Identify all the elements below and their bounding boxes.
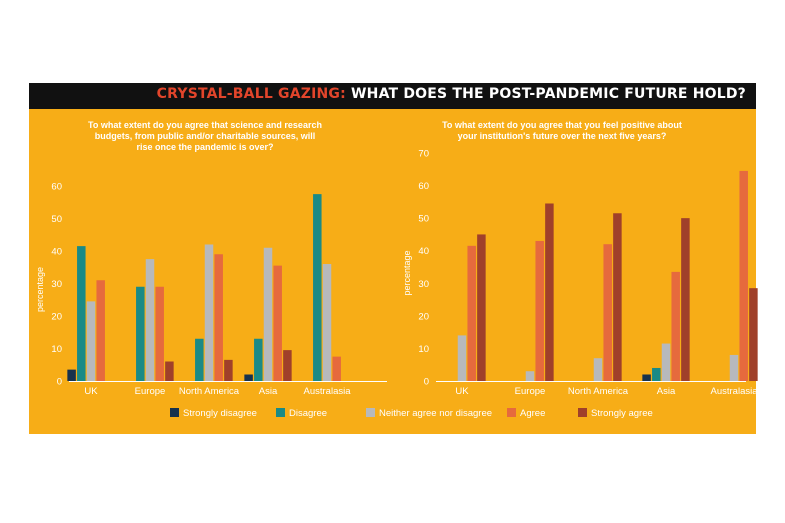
chart-2-bar — [525, 371, 535, 381]
chart-2-bar — [729, 354, 739, 381]
chart-1-bar — [86, 301, 96, 381]
chart-1-x-tick-label: Asia — [259, 386, 278, 397]
chart-2-y-tick-label: 60 — [418, 181, 429, 192]
chart-1-bar — [263, 247, 273, 381]
chart-2-bar — [593, 358, 603, 381]
chart-1-bar — [136, 286, 145, 381]
chart-2-x-tick-label: Europe — [515, 386, 546, 397]
chart-2-x-tick-label: Asia — [657, 386, 676, 397]
chart-1-title-line: rise once the pandemic is over? — [136, 142, 273, 152]
chart-1-x-tick-label: Europe — [135, 386, 166, 397]
chart-2-y-tick-label: 10 — [418, 344, 429, 355]
chart-1-bar — [244, 374, 253, 381]
chart-1-bar — [96, 280, 105, 381]
chart-2-bar — [749, 288, 758, 381]
banner-title-rest: WHAT DOES THE POST-PANDEMIC FUTURE HOLD? — [345, 86, 746, 102]
chart-2-y-tick-label: 50 — [418, 214, 429, 225]
chart-2-bar — [739, 170, 748, 381]
chart-2-bar — [477, 234, 486, 381]
chart-1-y-tick-label: 30 — [51, 279, 62, 290]
chart-2-bar — [467, 245, 476, 381]
legend-label: Strongly disagree — [183, 408, 257, 419]
banner: CRYSTAL-BALL GAZING: WHAT DOES THE POST-… — [29, 83, 756, 109]
chart-1-x-tick-label: North America — [179, 386, 240, 397]
chart-2-y-axis-label: percentage — [402, 250, 412, 295]
chart-1-bar — [332, 356, 341, 381]
chart-2-bar — [613, 213, 622, 381]
chart-1-bar — [283, 350, 292, 381]
chart-1-x-tick-label: UK — [84, 386, 98, 397]
chart-2-y-tick-label: 70 — [418, 149, 429, 160]
chart-1-bar — [273, 265, 282, 381]
banner-title: CRYSTAL-BALL GAZING: WHAT DOES THE POST-… — [157, 86, 746, 102]
legend-swatch — [276, 408, 285, 417]
chart-1-title-line: To what extent do you agree that science… — [88, 120, 322, 130]
chart-2-bar — [603, 244, 612, 381]
chart-2-y-tick-label: 0 — [424, 377, 429, 388]
chart-1-bar — [204, 244, 214, 381]
chart-1-bar — [322, 264, 332, 381]
chart-1-bar — [224, 359, 233, 381]
chart-1-y-tick-label: 40 — [51, 247, 62, 258]
chart-2-bar — [535, 240, 544, 381]
chart-1-y-axis-label: percentage — [35, 267, 45, 312]
chart-2-bar — [457, 335, 467, 381]
chart-1-title-line: budgets, from public and/or charitable s… — [95, 131, 316, 141]
legend-swatch — [366, 408, 375, 417]
chart-1-bar — [155, 286, 164, 381]
chart-1-y-tick-label: 10 — [51, 344, 62, 355]
chart-1-bar — [214, 254, 223, 381]
chart-1-bar — [67, 369, 76, 381]
chart-2-bar — [545, 203, 554, 381]
chart-2-x-tick-label: Australasia — [711, 386, 759, 397]
chart-1-y-tick-label: 50 — [51, 214, 62, 225]
chart-1-bar — [77, 246, 86, 381]
banner-title-accent: CRYSTAL-BALL GAZING: — [156, 86, 346, 102]
chart-1-bar — [313, 194, 322, 381]
chart-2-title-line: your institution's future over the next … — [458, 131, 667, 141]
legend-label: Disagree — [289, 408, 327, 419]
chart-2-bar — [661, 343, 671, 381]
chart-1-y-tick-label: 20 — [51, 312, 62, 323]
chart-1-x-tick-label: Australasia — [304, 386, 352, 397]
chart-2-bar — [671, 271, 680, 381]
chart-1-y-tick-label: 60 — [51, 182, 62, 193]
chart-1-bar — [145, 259, 155, 381]
chart-2-x-tick-label: UK — [455, 386, 469, 397]
chart-2-y-tick-label: 40 — [418, 246, 429, 257]
legend-swatch — [578, 408, 587, 417]
chart-2-title-line: To what extent do you agree that you fee… — [442, 120, 682, 130]
chart-2-bar — [642, 374, 651, 381]
legend-swatch — [170, 408, 179, 417]
chart-2-bar — [681, 218, 690, 381]
legend-swatch — [507, 408, 516, 417]
legend-label: Agree — [520, 408, 545, 419]
chart-1-bar — [165, 361, 174, 381]
chart-2-bar — [652, 367, 661, 381]
chart-1-y-tick-label: 0 — [57, 377, 62, 388]
chart-2-x-tick-label: North America — [568, 386, 629, 397]
legend-label: Neither agree nor disagree — [379, 408, 492, 419]
legend-label: Strongly agree — [591, 408, 653, 419]
chart-1-bar — [254, 338, 263, 381]
chart-1-bar — [195, 338, 204, 381]
chart-2-y-tick-label: 20 — [418, 311, 429, 322]
chart-2-y-tick-label: 30 — [418, 279, 429, 290]
